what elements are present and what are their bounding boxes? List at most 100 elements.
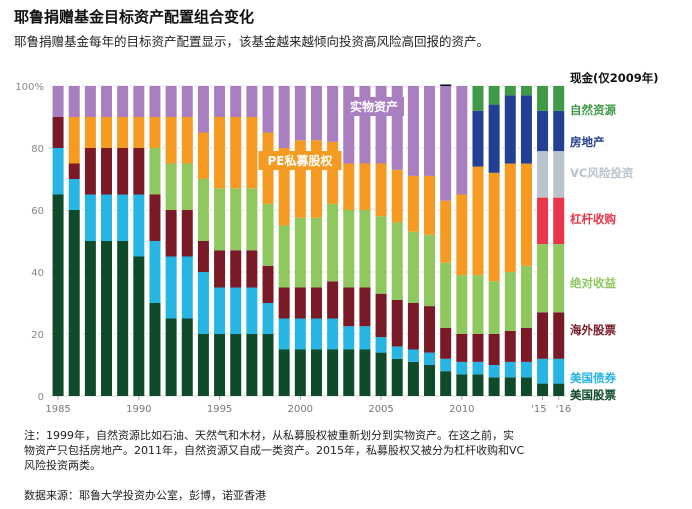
bar-segment [343,210,355,288]
bar-segment [537,312,549,359]
bar-segment [197,272,209,334]
bar-segment [181,163,193,210]
bar-segment [424,306,436,353]
bar-segment [472,110,484,167]
bar-segment [310,349,322,396]
bar-segment [359,349,371,396]
bar-segment [440,358,452,372]
bar-segment [84,117,96,148]
bar-segment [472,166,484,276]
bar-segment [456,275,468,334]
bar-segment [310,217,322,288]
bar-segment [520,361,532,378]
y-tick-label: 20 [31,330,44,341]
legend-item: 海外股票 [570,323,616,337]
bar-segment [197,132,209,179]
bar-segment [278,86,290,148]
bar-segment [262,86,274,133]
legend-item: VC风险投资 [570,166,634,180]
bar-segment [537,197,549,245]
bar-segment [537,151,549,198]
bar-segment [262,265,274,303]
x-tick-label: 1985 [45,404,70,415]
bar-segment [101,194,113,241]
bar-segment [52,117,64,148]
footnote: 注：1999年，自然资源比如石油、天然气和木材，从私募股权被重新划分到实物资产。… [24,428,584,473]
bar-segment [246,188,258,251]
bar-segment [520,86,532,96]
bar-segment [294,318,306,350]
y-tick-label: 40 [31,268,44,279]
series-annotation: 实物资产 [350,99,398,114]
bar-segment [375,293,387,338]
bar-segment [391,86,403,170]
bar-segment [68,179,80,210]
bar-segment [246,334,258,396]
legend-item: 美国债券 [570,371,616,385]
legend-item: 自然资源 [570,103,616,117]
bar-segment [165,163,177,210]
bar-segment [424,234,436,307]
data-source: 数据来源：耶鲁大学投资办公室，彭博，诺亚香港 [24,489,266,502]
bar-segment [101,117,113,148]
bar-segment [149,194,161,241]
bar-segment [133,86,145,117]
bar-segment [149,117,161,148]
bar-segment [472,86,484,111]
legend-item: 现金(仅2009年) [570,71,659,85]
bar-segment [456,361,468,375]
bar-segment [440,327,452,359]
bar-segment [359,287,371,327]
bar-segment [407,175,419,232]
bar-segment [553,383,565,396]
bar-segment [488,172,500,282]
bar-segment [472,334,484,362]
bar-segment [391,169,403,223]
bar-segment [327,318,339,350]
bar-segment [472,361,484,375]
bar-segment [424,86,436,176]
bar-segment [472,275,484,334]
bar-segment [165,318,177,396]
legend-item: 房地产 [570,135,605,149]
bar-segment [520,163,532,266]
bar-segment [214,188,226,251]
bar-segment [553,197,565,245]
bar-segment [553,86,565,111]
bar-segment [149,241,161,303]
bar-segment [504,163,516,272]
bar-segment [278,148,290,226]
bar-segment [262,203,274,266]
bar-segment [165,86,177,117]
bar-segment [181,318,193,396]
bar-segment [359,163,371,210]
bar-segment [488,377,500,396]
bar-segment [246,250,258,288]
bar-segment [343,349,355,396]
bar-segment [407,349,419,362]
bar-segment [440,84,452,86]
bar-segment [214,287,226,334]
bar-segment [343,326,355,350]
bar-segment [294,86,306,141]
bar-segment [149,148,161,195]
bar-segment [68,86,80,117]
bar-segment [488,334,500,365]
bar-segment [52,86,64,117]
bar-segment [165,117,177,164]
bar-segment [181,210,193,257]
bar-segment [488,86,500,105]
bar-segment [375,337,387,353]
bar-segment [278,225,290,288]
bar-segment [278,318,290,350]
bar-segment [391,299,403,347]
annotation-background [344,97,404,116]
bar-segment [391,358,403,396]
bar-segment [214,86,226,117]
bar-segment [520,95,532,164]
bar-segment [472,374,484,396]
bar-segment [246,86,258,117]
bar-segment [230,287,242,334]
series-annotation: PE私募股权 [268,153,334,168]
bar-segment [101,241,113,396]
